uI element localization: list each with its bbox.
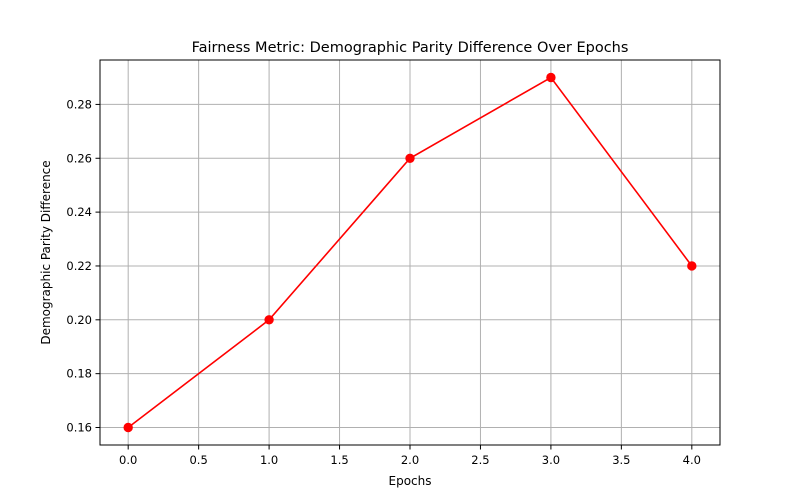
y-tick-label: 0.28 (66, 97, 92, 111)
data-point (123, 422, 133, 433)
y-axis-label: Demographic Parity Difference (39, 160, 53, 344)
x-tick-label: 1.0 (260, 453, 278, 467)
chart-title: Fairness Metric: Demographic Parity Diff… (192, 40, 629, 56)
x-axis-label: Epochs (389, 474, 432, 488)
data-point (687, 261, 697, 271)
y-tick-label: 0.20 (66, 313, 92, 327)
data-point (405, 153, 415, 163)
series-layer (123, 72, 697, 433)
y-tick-label: 0.18 (66, 367, 92, 381)
x-tick-label: 1.5 (330, 453, 348, 467)
plot-frame (99, 59, 721, 446)
x-tick-label: 0.5 (189, 453, 207, 467)
y-tick-label: 0.26 (66, 151, 92, 165)
x-tick-label: 4.0 (683, 453, 701, 467)
x-tick-label: 2.5 (471, 453, 489, 467)
y-tick-label: 0.24 (66, 205, 92, 219)
x-tick-label: 3.0 (542, 453, 560, 467)
x-tick-label: 2.0 (401, 453, 419, 467)
y-tick-label: 0.22 (66, 259, 92, 273)
x-tick-label: 0.0 (119, 453, 137, 467)
x-tick-label: 3.5 (612, 453, 630, 467)
data-point (264, 315, 274, 325)
axis-ticks: 0.0 0.5 1.0 1.5 2.0 2.5 3.0 3.5 4.0 0.16 0.18 0.20 0… (66, 97, 701, 467)
data-point (546, 72, 556, 83)
y-tick-label: 0.16 (66, 421, 92, 435)
